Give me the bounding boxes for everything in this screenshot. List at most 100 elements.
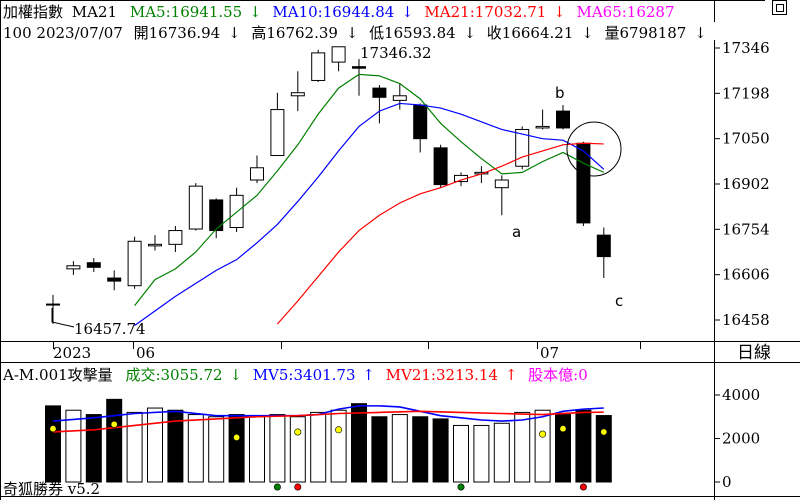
yellow-signal-dot [539, 430, 547, 438]
maximize-icon[interactable] [772, 0, 787, 15]
candle-body [352, 66, 366, 69]
yellow-signal-dot [110, 420, 118, 428]
volume-bar [453, 424, 469, 483]
candle [168, 225, 183, 252]
candle-body [270, 109, 285, 157]
candle [576, 141, 591, 226]
mv5-value: MV5:3401.73 [253, 366, 356, 384]
circle-highlight [566, 121, 622, 177]
candle-body [209, 199, 224, 232]
volume-header: A-M.001攻擊量 成交:3055.72 ↓ MV5:3401.73 ↑ MV… [2, 366, 588, 384]
candle-body [66, 265, 81, 270]
candle [331, 46, 346, 72]
candle [46, 294, 60, 324]
candle-body [372, 87, 387, 98]
annotation-a: a [512, 223, 521, 241]
ma5-value: MA5:16941.55 [130, 3, 242, 21]
price-candles [46, 46, 611, 324]
volume-bar [595, 415, 612, 483]
price-moving-averages [134, 73, 605, 327]
volume-arrow: ↓ [694, 24, 707, 42]
ma5-line [134, 73, 605, 306]
candle [127, 236, 142, 289]
red-signal-dot [579, 483, 587, 491]
candle [86, 258, 101, 272]
volume-bar [65, 409, 82, 483]
x-label-2023: 2023 [53, 344, 91, 362]
mv21-arrow: ↑ [505, 366, 518, 384]
volume-bar [147, 407, 163, 483]
volume-moving-averages [52, 405, 604, 433]
annotation-c: c [615, 292, 623, 310]
volume-bar [493, 422, 510, 483]
ma10-value: MA10:16944.84 [272, 3, 394, 21]
candle-body [188, 185, 203, 230]
volume-bar [391, 414, 408, 483]
high-arrow: ↓ [346, 24, 359, 42]
candle [107, 270, 122, 291]
candle-body [596, 234, 611, 258]
volume-bar [514, 411, 531, 483]
candle [433, 144, 448, 188]
volume-y-tick-label: 0 [722, 473, 732, 491]
volume-bar [106, 398, 123, 483]
candle [209, 198, 224, 239]
candle-body [148, 243, 162, 247]
high-value: 高16762.39 [251, 24, 338, 42]
candle [188, 183, 203, 231]
mv21-value: MV21:3213.14 [386, 366, 498, 384]
open-value: 開16736.94 [134, 24, 221, 42]
candle-body [535, 125, 550, 129]
candle-body [515, 128, 530, 167]
price-y-tick-label: 17050 [722, 130, 770, 148]
candle-body [494, 179, 509, 189]
volume-bar [534, 409, 551, 483]
candle [290, 71, 305, 112]
volume-bar [412, 416, 429, 483]
candle [270, 92, 285, 157]
candle-body [556, 110, 570, 129]
candle-body [433, 147, 448, 186]
volume-indicator-title: A-M.001攻擊量 [2, 366, 113, 384]
green-signal-dot [457, 483, 465, 491]
volume-today-arrow: ↓ [229, 366, 242, 384]
price-y-tick-label: 16902 [722, 175, 770, 193]
candle [352, 59, 366, 96]
yellow-signal-dot [49, 425, 57, 433]
candle [535, 109, 550, 130]
green-signal-dot [273, 483, 281, 491]
volume-value: 量6798187 [605, 24, 687, 42]
close-arrow: ↓ [581, 24, 594, 42]
volume-bar [45, 405, 61, 483]
x-label-07: 07 [540, 344, 559, 362]
volume-bar [473, 424, 490, 483]
header-row-2: 100 2023/07/07 開16736.94 ↓ 高16762.39 ↓ 低… [3, 24, 707, 42]
candle-body [331, 46, 346, 63]
price-y-axis: 17346 17198 17050 16902 16754 16606 16458 [714, 39, 770, 329]
volume-y-axis: 4000 2000 0 [714, 386, 760, 491]
stock-capital: 股本億:0 [528, 366, 588, 384]
candle [556, 104, 570, 130]
x-axis-ticks [53, 341, 641, 349]
volume-bar [289, 416, 306, 483]
close-value: 收16664.21 [487, 24, 574, 42]
volume-bar [269, 414, 286, 483]
volume-bar [249, 416, 265, 483]
volume-bar [351, 403, 367, 483]
x-label-06: 06 [136, 344, 155, 362]
volume-bar [208, 416, 225, 483]
ma5-arrow: ↓ [249, 3, 262, 21]
volume-bar [310, 411, 327, 483]
period-label[interactable]: 日線 [737, 343, 771, 363]
high-mark-label: 17346.32 [360, 44, 432, 62]
volume-bar [575, 409, 592, 483]
volume-bar [167, 409, 184, 483]
ma65-value: MA65:16287 [576, 3, 674, 21]
price-y-tick-label: 17198 [722, 84, 770, 102]
yellow-signal-dot [233, 433, 241, 441]
candle-body [392, 95, 407, 101]
mv21-line [52, 410, 604, 433]
date-value: 100 2023/07/07 [3, 24, 123, 42]
volume-bars [45, 398, 612, 483]
